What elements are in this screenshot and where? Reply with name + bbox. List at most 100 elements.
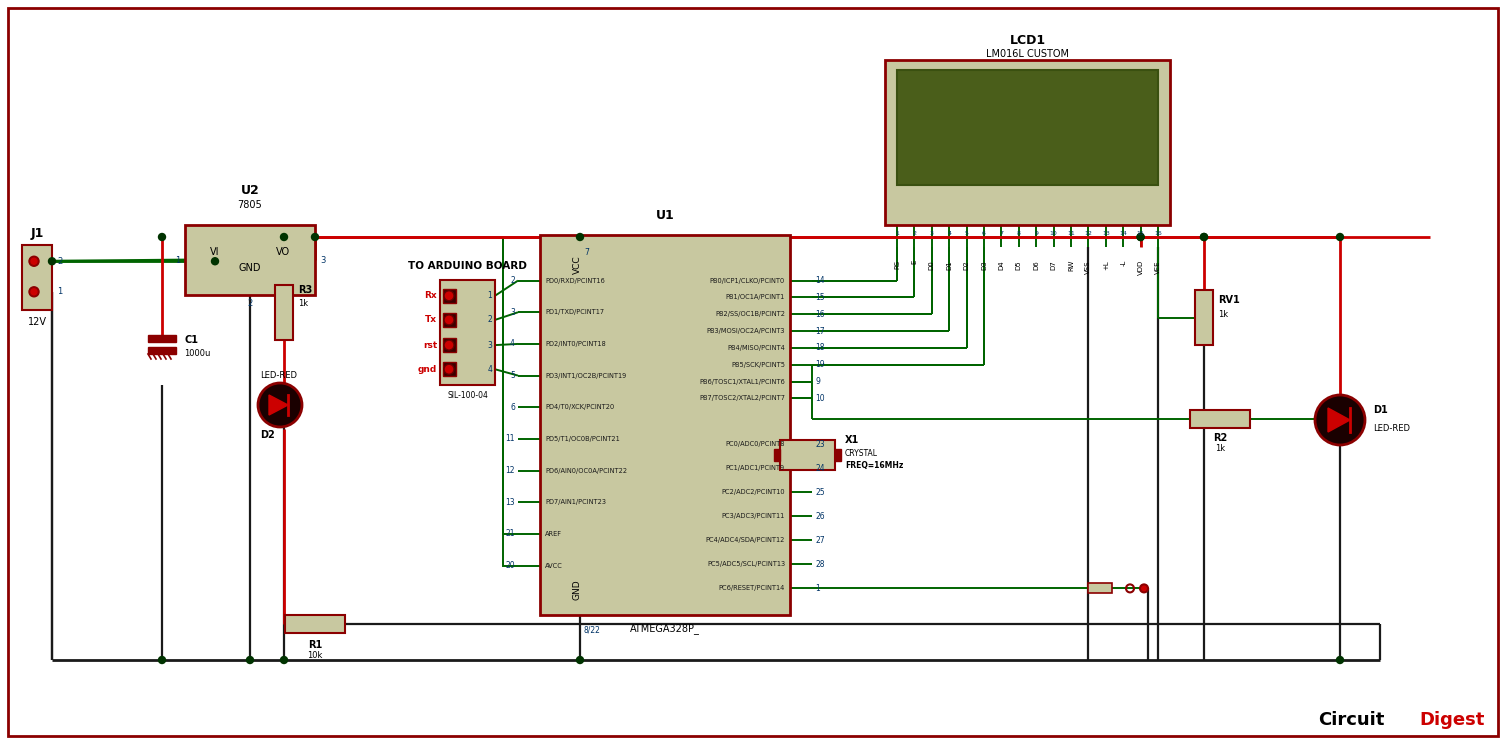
Text: 24: 24: [815, 464, 825, 472]
Text: PD1/TXD/PCINT17: PD1/TXD/PCINT17: [545, 310, 604, 315]
Circle shape: [1336, 656, 1343, 664]
Text: PC0/ADC0/PCINT8: PC0/ADC0/PCINT8: [726, 441, 785, 447]
Text: 25: 25: [815, 487, 825, 497]
Text: PB7/TOSC2/XTAL2/PCINT7: PB7/TOSC2/XTAL2/PCINT7: [699, 395, 785, 402]
Text: RW: RW: [1068, 260, 1074, 272]
Text: 20: 20: [506, 561, 515, 570]
Bar: [443, 338, 456, 352]
Polygon shape: [1328, 408, 1349, 432]
Text: LCD1: LCD1: [1011, 33, 1047, 47]
Text: 1: 1: [57, 287, 62, 296]
Text: GND: GND: [572, 580, 581, 600]
Text: gnd: gnd: [417, 365, 437, 373]
Circle shape: [48, 257, 56, 265]
Bar: [1087, 583, 1111, 594]
Text: VI: VI: [209, 247, 220, 257]
Text: PB1/OC1A/PCINT1: PB1/OC1A/PCINT1: [726, 295, 785, 301]
Text: D0: D0: [929, 260, 935, 270]
Text: FREQ=16MHz: FREQ=16MHz: [845, 461, 904, 469]
Text: PD4/T0/XCK/PCINT20: PD4/T0/XCK/PCINT20: [545, 404, 614, 410]
Text: PD0/RXD/PCINT16: PD0/RXD/PCINT16: [545, 278, 605, 283]
Text: VCC: VCC: [572, 256, 581, 275]
Text: PC6/RESET/PCINT14: PC6/RESET/PCINT14: [718, 586, 785, 591]
Circle shape: [247, 656, 253, 664]
Circle shape: [280, 656, 288, 664]
Text: 13: 13: [506, 498, 515, 507]
Circle shape: [444, 291, 453, 301]
Text: 6: 6: [982, 231, 986, 236]
Text: PB6/TOSC1/XTAL1/PCINT6: PB6/TOSC1/XTAL1/PCINT6: [699, 379, 785, 385]
Text: VO: VO: [276, 247, 291, 257]
Text: PC1/ADC1/PCINT9: PC1/ADC1/PCINT9: [726, 465, 785, 471]
Text: PC3/ADC3/PCINT11: PC3/ADC3/PCINT11: [721, 513, 785, 519]
Bar: [443, 362, 456, 376]
Text: PB5/SCK/PCINT5: PB5/SCK/PCINT5: [730, 362, 785, 368]
Text: VSS: VSS: [1086, 260, 1092, 274]
Text: D2: D2: [261, 430, 274, 440]
Text: PB3/MOSI/OC2A/PCINT3: PB3/MOSI/OC2A/PCINT3: [706, 328, 785, 334]
Text: 4: 4: [511, 339, 515, 348]
Text: 19: 19: [815, 360, 825, 369]
Text: U2: U2: [241, 184, 259, 196]
Text: D1: D1: [946, 260, 952, 270]
Text: 16: 16: [1154, 231, 1161, 236]
Text: LM016L CUSTOM: LM016L CUSTOM: [986, 49, 1069, 59]
Text: 1k: 1k: [298, 298, 309, 307]
Text: PC5/ADC5/SCL/PCINT13: PC5/ADC5/SCL/PCINT13: [706, 561, 785, 568]
Text: LED-RED: LED-RED: [261, 371, 297, 379]
Circle shape: [1137, 234, 1145, 240]
Text: 21: 21: [506, 530, 515, 539]
Circle shape: [29, 256, 39, 266]
Text: 15: 15: [1137, 231, 1145, 236]
Text: VEE: VEE: [1155, 260, 1161, 274]
Text: 1: 1: [815, 584, 819, 593]
Bar: [541, 235, 791, 615]
Text: R2: R2: [1212, 433, 1227, 443]
Text: RS: RS: [895, 260, 901, 269]
Bar: [285, 615, 345, 633]
Bar: [1190, 410, 1250, 428]
Text: 5: 5: [511, 371, 515, 380]
Text: 2: 2: [511, 276, 515, 285]
Text: 1000u: 1000u: [184, 348, 211, 358]
Text: 17: 17: [815, 327, 825, 336]
Text: Rx: Rx: [425, 291, 437, 301]
Text: 10: 10: [815, 394, 825, 403]
Text: 1: 1: [488, 291, 492, 301]
Text: 15: 15: [815, 293, 825, 302]
Text: 16: 16: [815, 310, 825, 318]
Text: PB4/MISO/PCINT4: PB4/MISO/PCINT4: [727, 345, 785, 351]
Text: CRYSTAL: CRYSTAL: [845, 449, 878, 458]
Bar: [886, 60, 1170, 225]
Text: 12V: 12V: [27, 317, 47, 327]
Circle shape: [444, 365, 453, 374]
Text: PB2/SS/OC1B/PCINT2: PB2/SS/OC1B/PCINT2: [715, 311, 785, 317]
Text: J1: J1: [30, 226, 44, 240]
Circle shape: [1336, 234, 1343, 240]
Text: PC2/ADC2/PCINT10: PC2/ADC2/PCINT10: [721, 489, 785, 496]
Text: 10: 10: [1050, 231, 1057, 236]
Text: R1: R1: [307, 640, 322, 650]
Bar: [780, 440, 834, 470]
Text: 10k: 10k: [307, 650, 322, 659]
Bar: [23, 245, 53, 310]
Bar: [834, 449, 840, 461]
Text: D3: D3: [980, 260, 986, 270]
Circle shape: [444, 315, 453, 325]
Text: 7: 7: [584, 248, 589, 257]
Text: 2: 2: [913, 231, 916, 236]
Text: 8: 8: [1017, 231, 1021, 236]
Text: GND: GND: [239, 263, 261, 273]
Bar: [443, 313, 456, 327]
Text: D6: D6: [1033, 260, 1039, 270]
Circle shape: [577, 234, 583, 240]
Bar: [148, 347, 176, 354]
Text: 28: 28: [815, 559, 824, 569]
Circle shape: [158, 656, 166, 664]
Text: 1k: 1k: [1215, 443, 1224, 452]
Circle shape: [444, 340, 453, 350]
Text: rst: rst: [423, 341, 437, 350]
Text: D5: D5: [1017, 260, 1021, 269]
Text: 12: 12: [506, 466, 515, 475]
Bar: [185, 225, 315, 295]
